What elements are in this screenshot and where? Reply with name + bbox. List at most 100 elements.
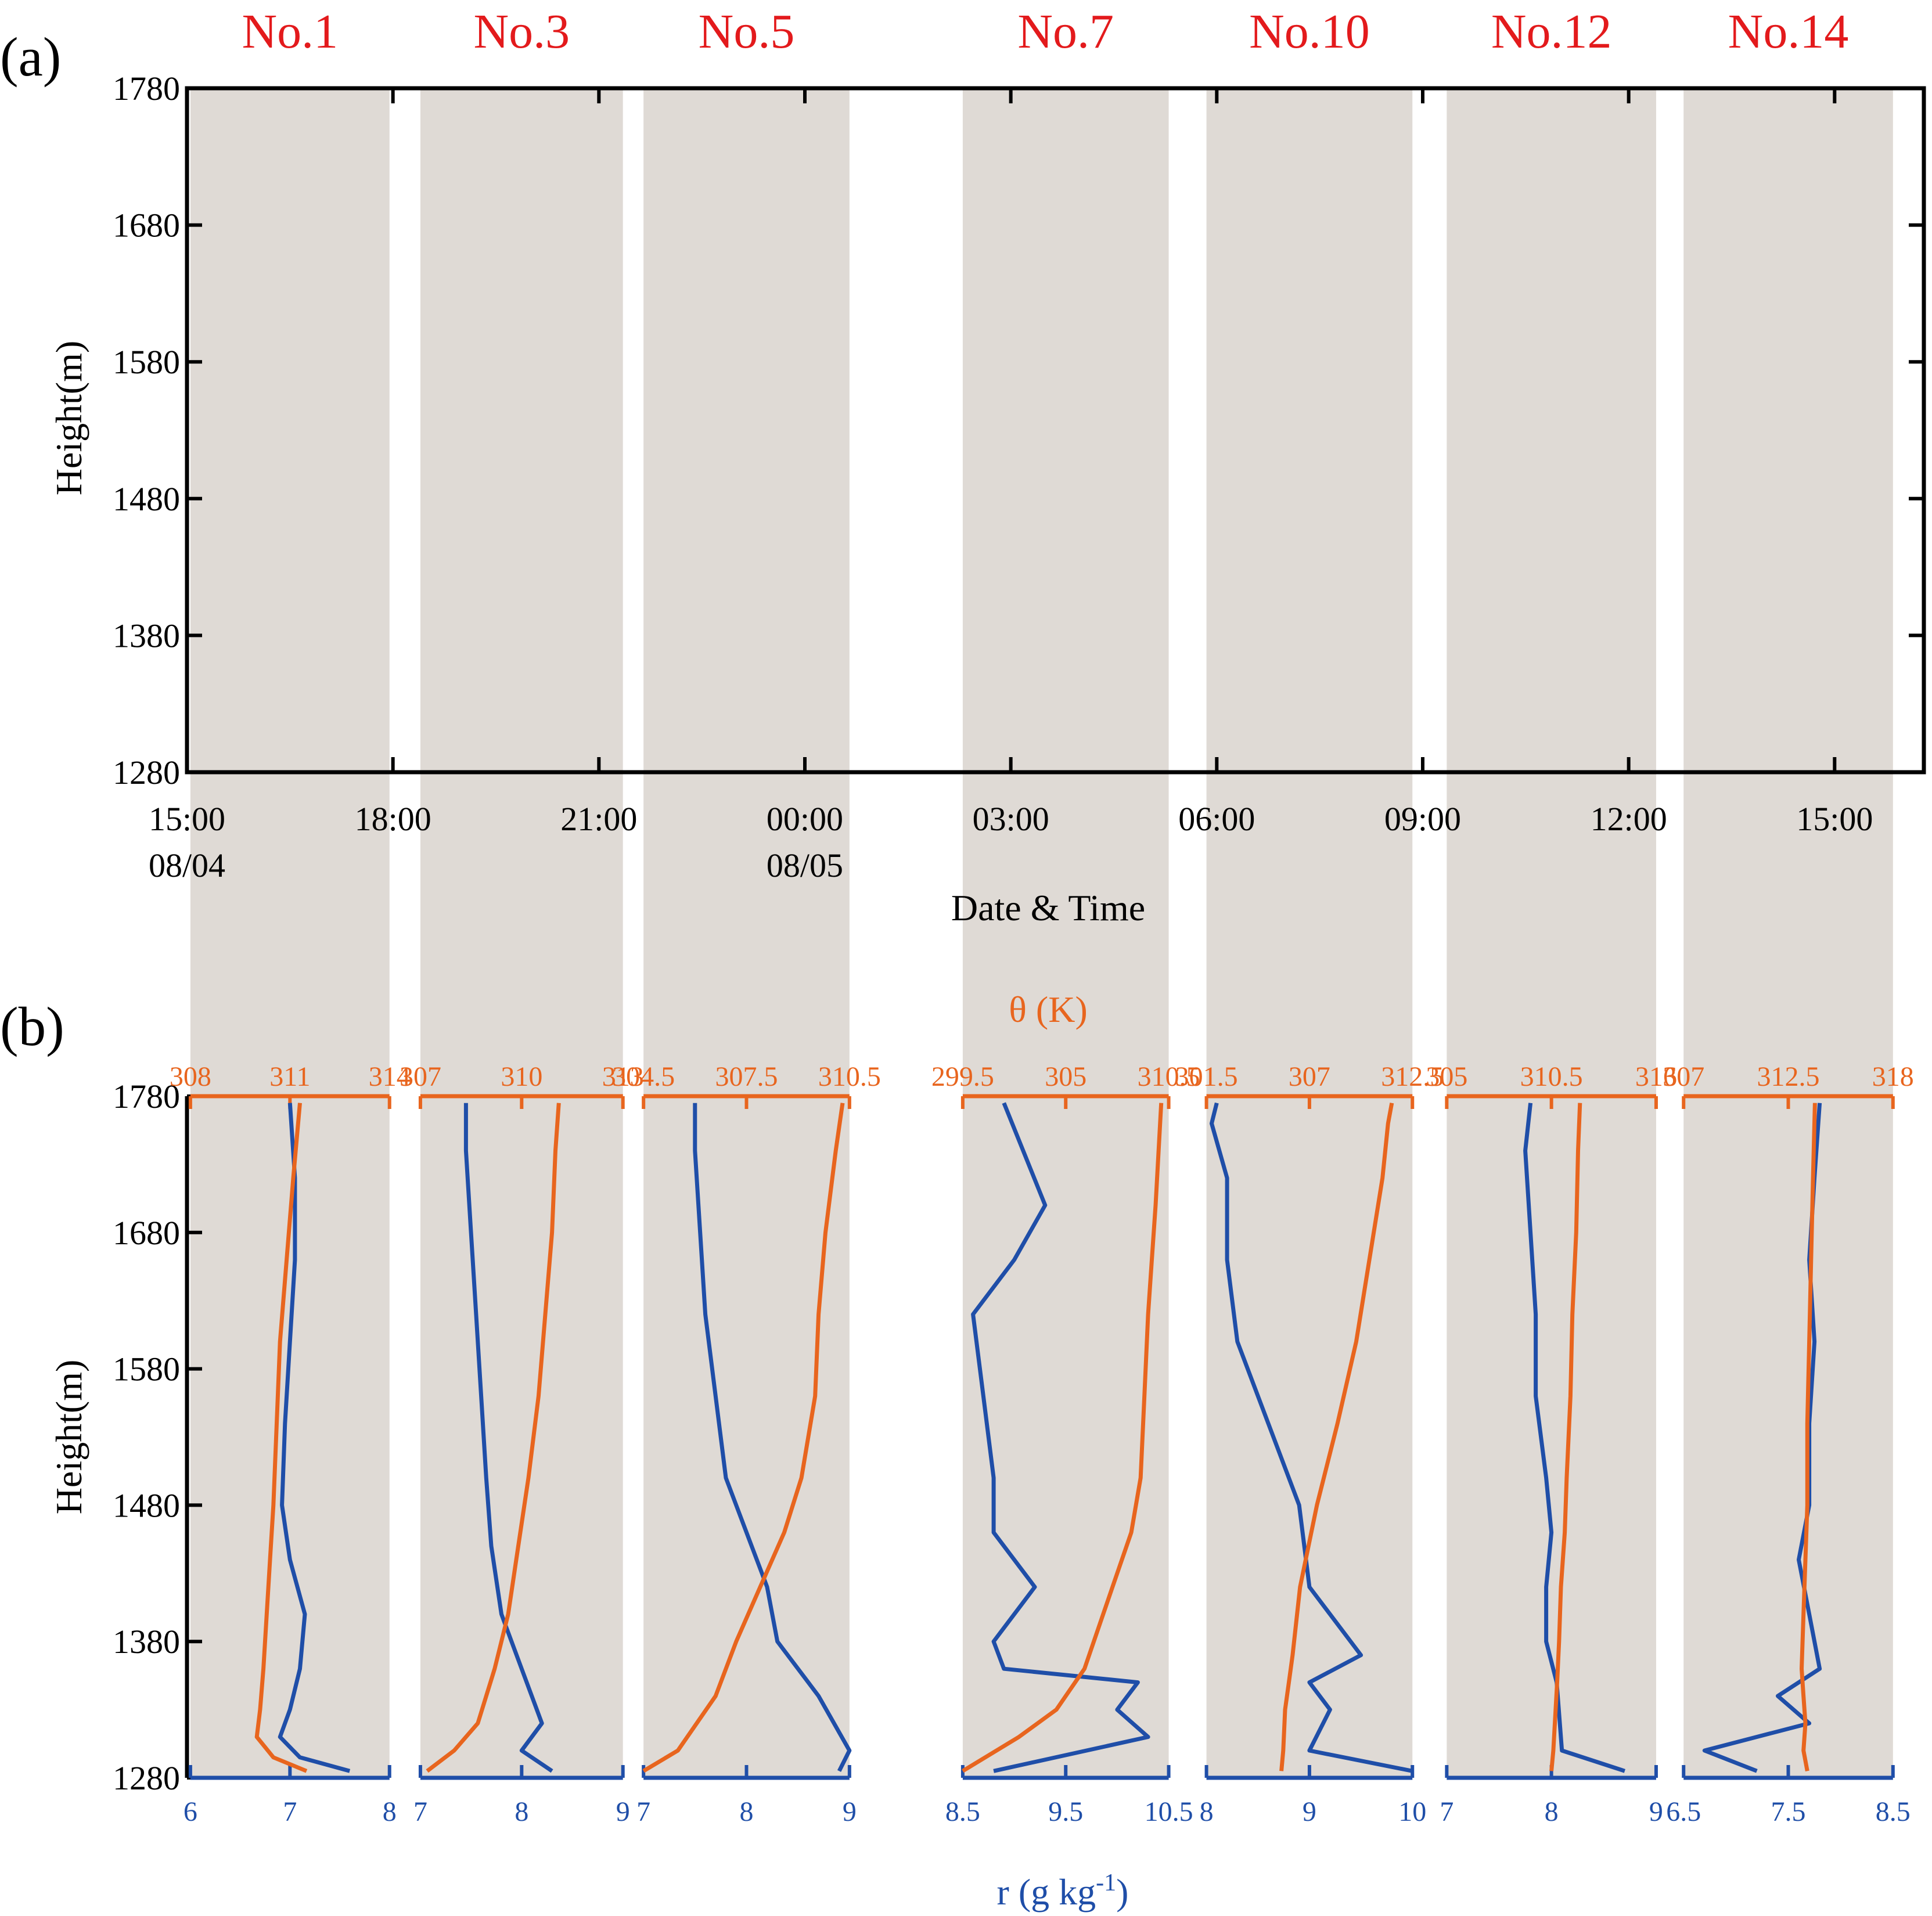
theta-tick-label: 311: [269, 1061, 310, 1092]
panel-b-label: (b): [0, 996, 64, 1057]
flight-name: No.5: [699, 5, 795, 59]
panel-b-y-axis: 1280 1380 1480 1580 1680 1780: [113, 1078, 202, 1797]
theta-tick-label: 305: [1426, 1061, 1467, 1092]
theta-profile-line: [1549, 1103, 1582, 1771]
x-tick-label: 15:00: [1796, 800, 1873, 838]
x-tick-date: 08/04: [149, 847, 225, 884]
theta-axis-label: θ (K): [1009, 989, 1088, 1030]
flight-band-No.12: [1447, 88, 1656, 1778]
r-tick-label: 8: [1545, 1796, 1559, 1827]
panel-a-x-axis: 15:00 08/04 18:00 21:00 00:00 08/05 03:00 06:00…: [149, 88, 1873, 884]
y-tick-label: 1280: [113, 1759, 180, 1797]
theta-tick-label: 307: [1289, 1061, 1330, 1092]
r-tick-label: 6.5: [1666, 1796, 1701, 1827]
r-profile-line: [278, 1103, 351, 1773]
x-tick-label: 00:00: [767, 800, 843, 838]
r-tick-label: 10.5: [1145, 1796, 1193, 1827]
r-profile-line: [463, 1103, 553, 1773]
panel-a-frame: [185, 86, 1926, 775]
theta-tick-label: 307: [1663, 1061, 1704, 1092]
theta-tick-label: 310: [501, 1061, 542, 1092]
theta-tick-label: 307: [400, 1061, 441, 1092]
profile-No.7: 299.5 305 310.5 8.5 9.5 10.5: [931, 1061, 1200, 1827]
x-tick-label: 06:00: [1178, 800, 1255, 838]
theta-tick-label: 312.5: [1757, 1061, 1820, 1092]
r-tick-label: 7: [636, 1796, 650, 1827]
flight-name: No.3: [473, 5, 570, 59]
panel-a: 1280 1380 1480 1580 1680 1780 15:00 08/04 18:00…: [0, 5, 1926, 1778]
flight-band-No.5: [643, 88, 850, 1778]
r-tick-label: 8: [515, 1796, 528, 1827]
panel-a-y-axis-label: Height(m): [48, 341, 89, 496]
theta-tick-label: 316: [1635, 1061, 1677, 1092]
panel-b-y-axis-label: Height(m): [48, 1360, 89, 1515]
theta-tick-label: 314: [369, 1061, 411, 1092]
r-tick-label: 8.5: [1876, 1796, 1911, 1827]
profile-No.1: 308 311 314 6 7 8: [170, 1061, 411, 1827]
r-tick-label: 8: [740, 1796, 754, 1827]
flight-name: No.14: [1728, 5, 1849, 59]
theta-profile-line: [1800, 1103, 1817, 1771]
r-axis-label: r (g kg-1): [997, 1870, 1129, 1913]
theta-tick-label: 310.5: [818, 1061, 881, 1092]
r-profile-line: [693, 1103, 852, 1772]
flight-band-No.14: [1683, 88, 1893, 1778]
panel-a-label: (a): [0, 26, 61, 88]
panel-a-x-axis-label: Date & Time: [951, 887, 1145, 928]
theta-tick-label: 304.5: [612, 1061, 675, 1092]
flight-name: No.1: [242, 5, 338, 59]
profile-No.14: 307 312.5 318 6.5 7.5 8.5: [1663, 1061, 1914, 1827]
x-tick-label: 18:00: [355, 800, 431, 838]
y-tick-label: 1580: [113, 343, 180, 381]
theta-profile-line: [962, 1103, 1164, 1773]
panel-a-y-axis: 1280 1380 1480 1580 1680 1780: [113, 70, 1924, 791]
r-tick-label: 7.5: [1771, 1796, 1806, 1827]
r-tick-label: 9: [843, 1796, 857, 1827]
theta-profile-line: [254, 1103, 308, 1773]
flight-band-No.10: [1206, 88, 1413, 1778]
y-tick-label: 1680: [113, 1214, 180, 1252]
theta-profile-line: [642, 1103, 845, 1773]
profile-No.10: 301.5 307 312.5 8 9 10: [1175, 1061, 1444, 1827]
r-tick-label: 6: [184, 1796, 197, 1827]
theta-profile-line: [426, 1103, 561, 1773]
theta-tick-label: 305: [1045, 1061, 1086, 1092]
r-tick-label: 8: [383, 1796, 397, 1827]
flight-band-No.7: [962, 88, 1169, 1778]
r-tick-label: 9.5: [1048, 1796, 1083, 1827]
flight-bands: [190, 88, 1893, 1778]
r-tick-label: 7: [283, 1796, 297, 1827]
theta-tick-label: 308: [170, 1061, 211, 1092]
flight-names: No.1 No.3 No.5 No.7 No.10 No.12 No.14: [242, 5, 1848, 59]
y-tick-label: 1280: [113, 754, 180, 791]
y-tick-label: 1780: [113, 70, 180, 107]
y-tick-label: 1780: [113, 1078, 180, 1115]
y-tick-label: 1580: [113, 1350, 180, 1388]
x-tick-label: 03:00: [973, 800, 1049, 838]
y-tick-label: 1480: [113, 480, 180, 518]
profile-No.12: 305 310.5 316 7 8 9: [1426, 1061, 1677, 1827]
r-tick-label: 7: [1440, 1796, 1454, 1827]
theta-profile-line: [1279, 1103, 1394, 1771]
r-tick-label: 9: [616, 1796, 630, 1827]
r-tick-label: 7: [413, 1796, 427, 1827]
x-tick-label: 15:00: [149, 800, 225, 838]
theta-tick-label: 313: [602, 1061, 644, 1092]
r-tick-label: 8: [1200, 1796, 1214, 1827]
y-tick-label: 1380: [113, 617, 180, 654]
r-tick-label: 10: [1398, 1796, 1426, 1827]
theta-tick-label: 310.5: [1138, 1061, 1200, 1092]
theta-tick-label: 310.5: [1520, 1061, 1583, 1092]
flight-name: No.12: [1491, 5, 1612, 59]
theta-tick-label: 301.5: [1175, 1061, 1238, 1092]
theta-tick-label: 299.5: [931, 1061, 994, 1092]
theta-tick-label: 312.5: [1381, 1061, 1444, 1092]
y-tick-label: 1680: [113, 207, 180, 244]
y-tick-label: 1380: [113, 1623, 180, 1661]
r-profile-line: [1210, 1102, 1413, 1773]
r-profile-line: [971, 1102, 1150, 1773]
flight-name: No.7: [1017, 5, 1114, 59]
